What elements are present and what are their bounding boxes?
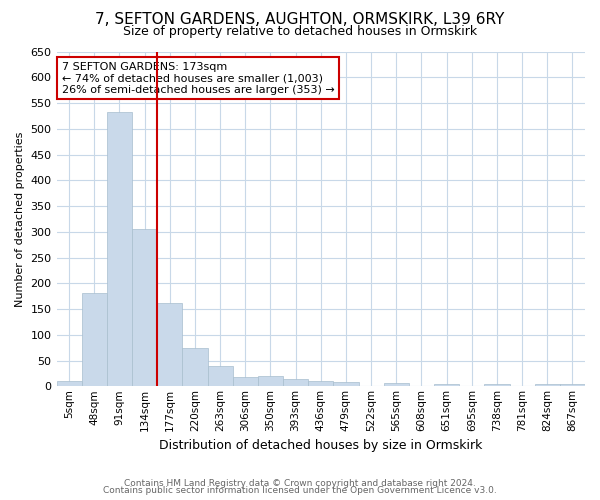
Bar (283, 379, 308, 386)
Text: Contains public sector information licensed under the Open Government Licence v3: Contains public sector information licen… (103, 486, 497, 495)
Bar (484, 384, 509, 386)
Bar (107, 112, 132, 386)
Bar (383, 383, 409, 386)
Bar (434, 384, 459, 386)
Bar (334, 382, 359, 386)
Bar (132, 229, 157, 386)
Bar (82, 292, 107, 386)
Text: Contains HM Land Registry data © Crown copyright and database right 2024.: Contains HM Land Registry data © Crown c… (124, 478, 476, 488)
Bar (560, 384, 585, 386)
Bar (233, 377, 258, 386)
Y-axis label: Number of detached properties: Number of detached properties (15, 131, 25, 306)
Bar (182, 348, 208, 387)
Bar (308, 380, 334, 386)
Bar (535, 384, 560, 386)
Text: 7, SEFTON GARDENS, AUGHTON, ORMSKIRK, L39 6RY: 7, SEFTON GARDENS, AUGHTON, ORMSKIRK, L3… (95, 12, 505, 28)
Text: 7 SEFTON GARDENS: 173sqm
← 74% of detached houses are smaller (1,003)
26% of sem: 7 SEFTON GARDENS: 173sqm ← 74% of detach… (62, 62, 335, 94)
Text: Size of property relative to detached houses in Ormskirk: Size of property relative to detached ho… (123, 25, 477, 38)
Bar (157, 303, 182, 386)
X-axis label: Distribution of detached houses by size in Ormskirk: Distribution of detached houses by size … (159, 440, 482, 452)
Bar (208, 366, 233, 386)
Bar (56, 381, 82, 386)
Bar (258, 376, 283, 386)
